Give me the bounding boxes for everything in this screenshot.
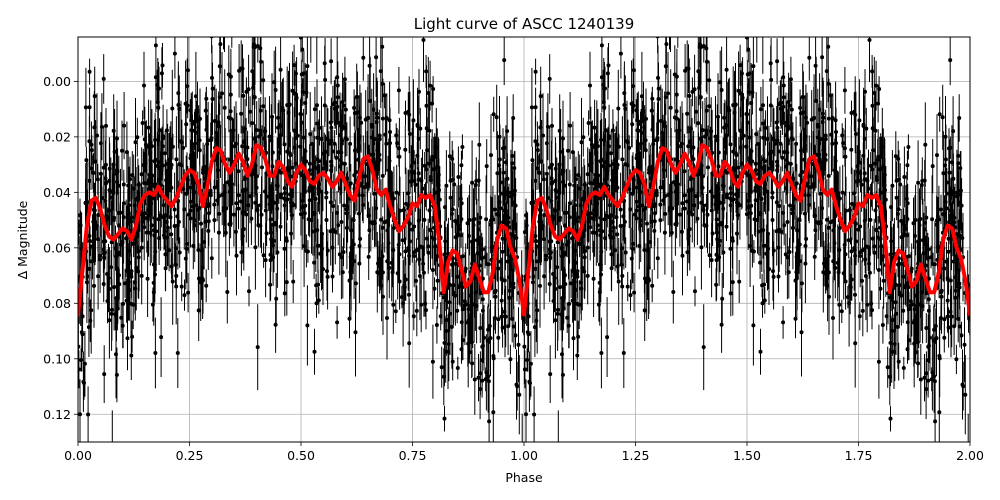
y-axis-label: Δ Magnitude: [15, 200, 30, 279]
y-tick-label: 0.04: [43, 185, 71, 200]
x-tick-label: 0.75: [399, 448, 427, 463]
y-tick-label: 0.00: [43, 74, 71, 89]
y-tick-label: 0.06: [43, 240, 71, 255]
x-tick-label: 2.00: [956, 448, 984, 463]
model-line: [522, 143, 970, 317]
x-axis-label: Phase: [505, 470, 543, 485]
observation-points: [78, 37, 970, 442]
x-tick-label: 1.75: [845, 448, 873, 463]
x-tick-label: 0.25: [176, 448, 204, 463]
model-line: [78, 143, 526, 317]
x-tick-label: 1.00: [510, 448, 538, 463]
chart-title: Light curve of ASCC 1240139: [414, 15, 635, 33]
x-tick-label: 1.50: [733, 448, 761, 463]
x-tick-label: 0.50: [287, 448, 315, 463]
x-tick-label: 1.25: [622, 448, 650, 463]
y-axis-ticks: 0.00 0.02 0.04 0.06 0.08 0.10 0.12: [43, 74, 78, 422]
y-tick-label: 0.02: [43, 129, 71, 144]
y-tick-label: 0.10: [43, 351, 71, 366]
x-tick-label: 0.00: [64, 448, 92, 463]
x-axis-ticks: 0.00 0.25 0.50 0.75 1.00 1.25 1.50 1.75 2.00: [64, 442, 984, 463]
y-tick-label: 0.12: [43, 407, 71, 422]
model-curve: [78, 143, 970, 317]
y-tick-label: 0.08: [43, 296, 71, 311]
